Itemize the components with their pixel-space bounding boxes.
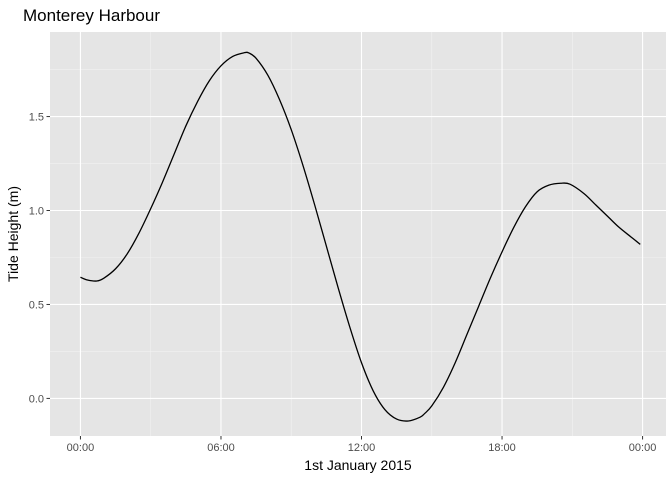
chart-title: Monterey Harbour: [23, 6, 160, 25]
x-axis-title: 1st January 2015: [304, 457, 412, 473]
x-tick-label: 12:00: [348, 442, 376, 454]
plot-panel: [50, 32, 666, 436]
x-tick-label: 18:00: [488, 442, 516, 454]
major-gridlines: [50, 32, 666, 436]
y-tick-label: 1.0: [29, 206, 44, 218]
y-tick-label: 0.0: [29, 393, 44, 405]
x-tick-label: 00:00: [629, 442, 657, 454]
y-tick-label: 1.5: [29, 112, 44, 124]
y-tick-label: 0.5: [29, 299, 44, 311]
x-tick-label: 00:00: [67, 442, 95, 454]
x-tick-label: 06:00: [207, 442, 235, 454]
tide-height-series-line: [80, 51, 641, 422]
y-axis-ticks: 0.0 0.5 1.0 1.5: [29, 112, 50, 405]
x-axis-ticks: 00:00 06:00 12:00 18:00 00:00: [67, 436, 657, 454]
y-axis-title: Tide Height (m): [5, 186, 21, 282]
